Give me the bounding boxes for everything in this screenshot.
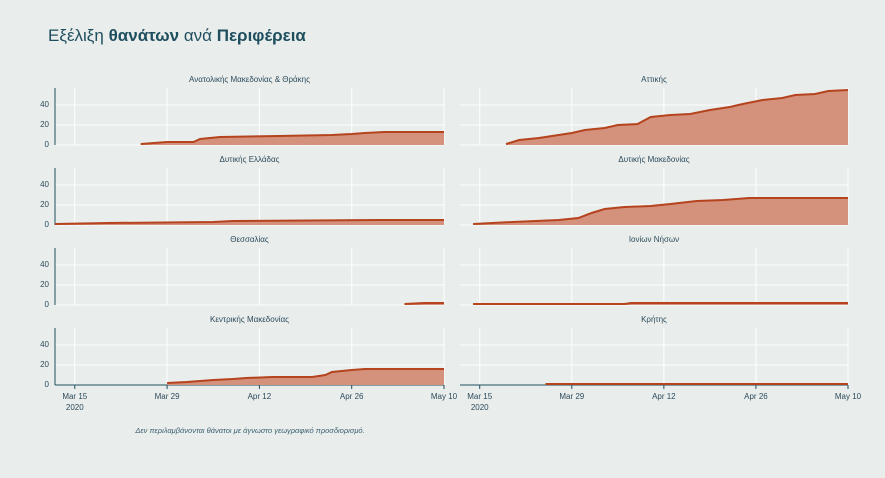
- y-tick-label: 20: [40, 280, 49, 289]
- x-tick-label: Apr 26: [744, 392, 768, 401]
- panel-title: Ανατολικής Μακεδονίας & Θράκης: [189, 75, 310, 84]
- panel-title: Δυτικής Ελλάδας: [220, 155, 280, 164]
- x-tick-label: Mar 15: [467, 392, 492, 401]
- y-tick-label: 40: [40, 180, 49, 189]
- line: [140, 131, 444, 145]
- x-tick-label: Mar 29: [155, 392, 180, 401]
- x-tick-label: Mar 15: [62, 392, 87, 401]
- y-tick-label: 20: [40, 360, 49, 369]
- title-part: Εξέλιξη: [48, 26, 109, 45]
- title-part: Περιφέρεια: [217, 26, 307, 45]
- area: [506, 90, 848, 145]
- area: [473, 198, 848, 225]
- x-tick-label: Apr 12: [652, 392, 676, 401]
- y-tick-label: 0: [45, 300, 50, 309]
- x-tick-label: Apr 12: [248, 392, 272, 401]
- y-tick-label: 40: [40, 340, 49, 349]
- x-tick-label: Apr 26: [340, 392, 364, 401]
- panel-title: Δυτικής Μακεδονίας: [618, 155, 689, 164]
- y-tick-label: 0: [45, 380, 50, 389]
- panel-title: Ιονίων Νήσων: [629, 235, 679, 244]
- x-year-label: 2020: [471, 403, 489, 412]
- title-part: θανάτων: [109, 26, 179, 45]
- panel-title: Κεντρικής Μακεδονίας: [210, 315, 289, 324]
- y-tick-label: 20: [40, 120, 49, 129]
- y-tick-label: 20: [40, 200, 49, 209]
- x-tick-label: May 10: [431, 392, 458, 401]
- panel-title: Θεσσαλίας: [230, 235, 269, 244]
- x-tick-label: May 10: [835, 392, 862, 401]
- title-part: ανά: [179, 26, 217, 45]
- y-tick-label: 40: [40, 100, 49, 109]
- y-tick-label: 0: [45, 140, 50, 149]
- line: [167, 368, 444, 384]
- area: [55, 220, 444, 225]
- y-tick-label: 40: [40, 260, 49, 269]
- y-tick-label: 0: [45, 220, 50, 229]
- footnote: Δεν περιλαμβάνονται θάνατοι με άγνωστο γ…: [134, 426, 364, 435]
- line: [54, 219, 444, 225]
- x-tick-label: Mar 29: [559, 392, 584, 401]
- line: [505, 89, 849, 145]
- panel-title: Αττικής: [641, 75, 667, 84]
- chart-title: Εξέλιξη θανάτων ανά Περιφέρεια: [48, 26, 306, 45]
- panel-title: Κρήτης: [641, 315, 667, 324]
- line: [473, 197, 848, 225]
- x-year-label: 2020: [66, 403, 84, 412]
- line: [404, 302, 444, 305]
- line: [473, 302, 848, 305]
- area: [140, 132, 445, 145]
